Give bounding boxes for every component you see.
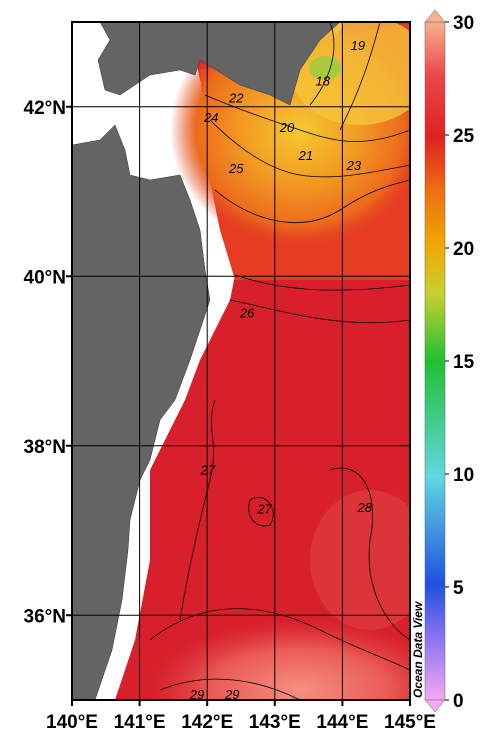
colorbar-label: 0 [453, 691, 464, 712]
colorbar-label: 30 [453, 13, 474, 34]
watermark: Ocean Data View [411, 601, 425, 698]
contour-label: 25 [228, 161, 244, 176]
contour-label: 23 [346, 158, 362, 173]
contour-label: 18 [316, 73, 331, 88]
land-peninsula [90, 175, 115, 205]
contour-label: 20 [279, 120, 295, 135]
y-tick-label: 40°N [24, 267, 66, 288]
colorbar-label: 5 [453, 578, 464, 599]
contour-lines [149, 22, 410, 700]
colorbar-label: 10 [453, 465, 474, 486]
contour-label: 24 [203, 110, 218, 125]
contour-label: 21 [298, 148, 313, 163]
x-tick-label: 142°E [181, 712, 233, 733]
contour-label: 26 [239, 306, 255, 321]
contour-label: 22 [228, 90, 244, 105]
x-tick-label: 141°E [114, 712, 166, 733]
y-tick-label: 36°N [24, 606, 66, 627]
land-honshu [72, 124, 211, 700]
colorbar-bottom-arrow [424, 699, 446, 713]
contour-label: 27 [256, 501, 272, 516]
x-tick-label: 140°E [46, 712, 98, 733]
colorbar-label: 25 [453, 126, 475, 147]
colorbar-label: 15 [453, 352, 475, 373]
colorbar-label: 20 [453, 239, 474, 260]
colorbar [424, 21, 446, 701]
x-tick-label: 145°E [384, 712, 436, 733]
y-tick-label: 38°N [24, 437, 66, 458]
y-tick-label: 42°N [24, 98, 66, 119]
contour-label: 29 [224, 687, 239, 702]
contour-label: 28 [356, 500, 372, 515]
sst-shading [150, 22, 410, 700]
x-tick-label: 143°E [249, 712, 301, 733]
land-hokkaido [97, 22, 341, 106]
x-tick-label: 144°E [316, 712, 368, 733]
contour-label: 29 [189, 687, 204, 702]
contour-label: 27 [200, 462, 216, 477]
map-area [72, 22, 410, 700]
contour-label: 19 [351, 38, 365, 53]
map-frame [71, 21, 411, 701]
colorbar-top-arrow [424, 9, 446, 23]
